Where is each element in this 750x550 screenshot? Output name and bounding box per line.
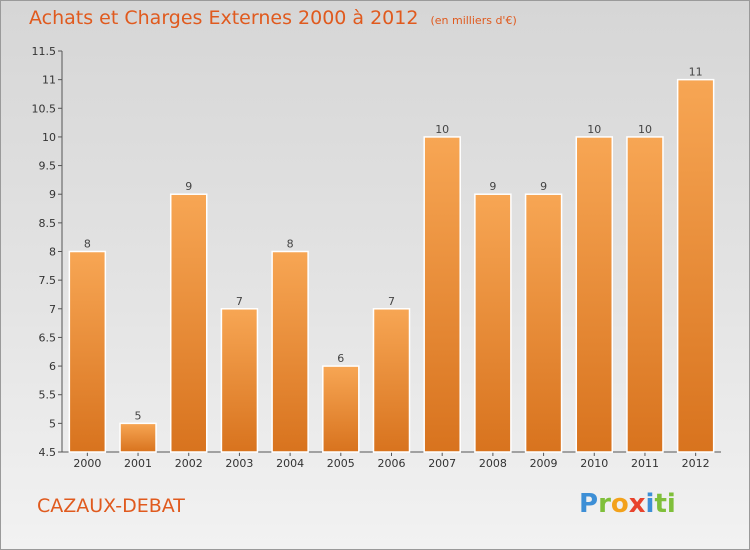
x-tick-label: 2003 [225,457,253,470]
bar [524,193,563,453]
bar [372,308,411,453]
chart-title-row: Achats et Charges Externes 2000 à 2012 (e… [29,7,517,29]
proxiti-logo: Proxiti [579,489,676,519]
y-tick-label: 11 [42,74,56,87]
y-tick-label: 10.5 [32,102,57,115]
chart-bars [68,78,715,453]
bar [423,136,461,453]
bar [68,250,107,453]
bar-value-label: 10 [435,123,449,136]
bar [271,250,309,453]
x-tick-label: 2006 [378,457,406,470]
bar [169,193,208,453]
x-tick-label: 2007 [428,457,456,470]
y-tick-label: 7 [49,303,56,316]
x-tick-label: 2012 [682,457,710,470]
bar-value-label: 5 [135,409,142,422]
y-tick-label: 5.5 [39,389,57,402]
x-tick-label: 2004 [276,457,304,470]
bar [119,422,157,453]
logo-letter: r [598,489,611,519]
y-tick-label: 8.5 [39,217,57,230]
x-tick-label: 2010 [580,457,608,470]
chart-title: Achats et Charges Externes 2000 à 2012 [29,7,419,29]
y-tick-label: 10 [42,131,56,144]
bar-value-label: 8 [84,238,91,251]
logo-letter: i [645,489,655,519]
logo-letter: o [610,489,629,519]
x-tick-label: 2008 [479,457,507,470]
bar [676,78,715,453]
bar [575,136,614,453]
bar [626,136,664,453]
x-tick-label: 2000 [73,457,101,470]
bar-value-label: 6 [337,352,344,365]
bar [474,193,512,453]
bar-value-label: 8 [287,238,294,251]
y-tick-label: 4.5 [39,446,57,459]
bar-value-label: 7 [388,295,395,308]
bar-value-label: 9 [489,180,496,193]
bar-value-label: 11 [689,66,703,79]
bar-value-label: 9 [540,180,547,193]
x-tick-label: 2011 [631,457,659,470]
y-tick-label: 5 [49,417,56,430]
x-tick-label: 2001 [124,457,152,470]
chart-subtitle: (en milliers d'€) [430,14,517,27]
bar-value-label: 10 [638,123,652,136]
logo-letter: ti [654,489,676,519]
y-tick-label: 8 [49,246,56,259]
logo-letter: P [579,489,599,519]
bar [322,365,360,453]
logo-letter: x [628,489,646,519]
y-tick-label: 9 [49,188,56,201]
bar [220,308,259,453]
x-tick-label: 2005 [327,457,355,470]
y-tick-label: 6 [49,360,56,373]
commune-name: CAZAUX-DEBAT [37,495,185,517]
y-tick-label: 11.5 [32,45,57,58]
y-tick-label: 6.5 [39,331,57,344]
x-tick-label: 2002 [175,457,203,470]
bar-value-label: 9 [185,180,192,193]
bar-value-label: 10 [587,123,601,136]
y-tick-label: 9.5 [39,160,57,173]
chart-value-labels: 8 5 9 7 8 6 7 10 9 9 10 10 11 [84,66,703,423]
bar-value-label: 7 [236,295,243,308]
x-tick-label: 2009 [530,457,558,470]
y-tick-label: 7.5 [39,274,57,287]
